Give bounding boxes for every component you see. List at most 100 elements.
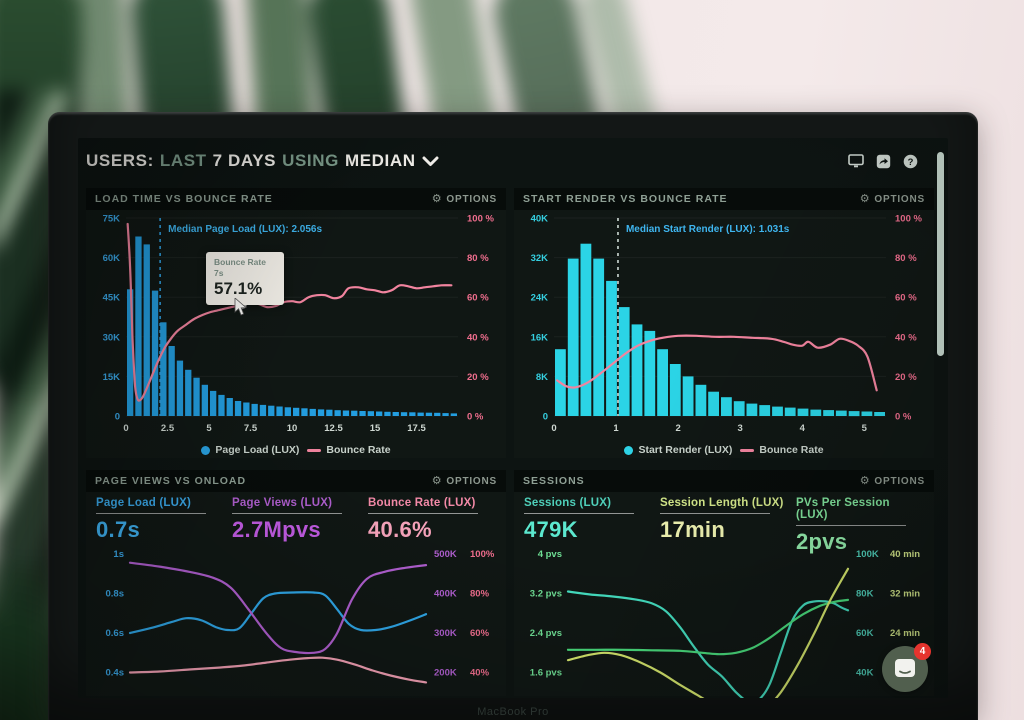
dashboard-header: USERS: LAST 7 DAYS USING MEDIAN bbox=[86, 138, 940, 184]
chart-legend: Start Render (LUX) Bounce Rate bbox=[514, 444, 934, 456]
svg-text:8K: 8K bbox=[536, 372, 548, 383]
metric-row: Page Load (LUX) 0.7s Page Views (LUX) 2.… bbox=[92, 492, 500, 550]
svg-text:45K: 45K bbox=[103, 293, 121, 304]
options-button[interactable]: ⚙ OPTIONS bbox=[859, 192, 925, 205]
metric-label: Page Load (LUX) bbox=[96, 497, 192, 509]
svg-text:5: 5 bbox=[206, 423, 212, 434]
svg-text:0 %: 0 % bbox=[895, 412, 912, 423]
svg-text:?: ? bbox=[907, 157, 913, 168]
metric-session-length: Session Length (LUX) 17min bbox=[656, 497, 792, 550]
svg-text:24K: 24K bbox=[531, 293, 549, 304]
filter-dropdown[interactable]: USERS: LAST 7 DAYS USING MEDIAN bbox=[86, 151, 439, 171]
svg-text:300K: 300K bbox=[434, 628, 457, 639]
metric-value: 2.7Mpvs bbox=[232, 517, 321, 542]
svg-text:40K: 40K bbox=[856, 668, 874, 679]
svg-text:15K: 15K bbox=[103, 372, 121, 383]
display-icon[interactable] bbox=[848, 153, 864, 169]
panel-sessions: SESSIONS ⚙ OPTIONS Sessions (LUX) 479K Se… bbox=[514, 470, 934, 698]
title-using: USING bbox=[282, 151, 339, 170]
legend-dot-swatch bbox=[624, 445, 634, 455]
tooltip-series: Bounce Rate bbox=[214, 257, 266, 267]
metric-label: Page Views (LUX) bbox=[232, 497, 333, 509]
chat-widget-button[interactable]: 4 bbox=[882, 643, 931, 692]
svg-text:Median Start Render (LUX): 1.0: Median Start Render (LUX): 1.031s bbox=[626, 224, 790, 235]
metric-bounce-rate: Bounce Rate (LUX) 40.6% bbox=[364, 497, 500, 550]
svg-text:12.5: 12.5 bbox=[324, 423, 343, 434]
legend-item-start-render[interactable]: Start Render (LUX) bbox=[624, 444, 732, 456]
svg-text:100%: 100% bbox=[470, 550, 495, 560]
scrollbar-thumb[interactable] bbox=[937, 152, 944, 356]
panel-title: PAGE VIEWS VS ONLOAD bbox=[95, 475, 247, 487]
chat-bubble-icon bbox=[895, 659, 915, 677]
title-users: USERS: bbox=[86, 151, 154, 170]
svg-text:200K: 200K bbox=[434, 668, 457, 679]
title-7days: 7 DAYS bbox=[212, 151, 277, 170]
panel-header: START RENDER VS BOUNCE RATE ⚙ OPTIONS bbox=[514, 188, 934, 210]
legend-item-bounce-rate[interactable]: Bounce Rate bbox=[740, 444, 824, 456]
metric-underline bbox=[660, 513, 770, 514]
legend-dot-swatch bbox=[201, 445, 211, 455]
sessions-line-PVs Per Session (LUX) bbox=[566, 598, 850, 656]
svg-text:80K: 80K bbox=[856, 589, 874, 600]
gear-icon: ⚙ bbox=[431, 192, 443, 205]
pageviews-line-Bounce Rate (LUX) bbox=[128, 656, 428, 684]
options-button[interactable]: ⚙ OPTIONS bbox=[431, 192, 497, 205]
svg-text:400K: 400K bbox=[434, 589, 457, 600]
sessions-line-Session Length (LUX) bbox=[566, 567, 850, 698]
svg-text:17.5: 17.5 bbox=[407, 423, 426, 434]
metric-underline bbox=[368, 513, 478, 514]
svg-text:100 %: 100 % bbox=[467, 214, 494, 225]
options-button[interactable]: ⚙ OPTIONS bbox=[859, 474, 925, 487]
svg-text:0 %: 0 % bbox=[467, 412, 484, 423]
svg-text:60 %: 60 % bbox=[895, 293, 917, 304]
start-render-chart[interactable]: 40K 100 % 32K 80 % 24K 60 % 16K 40 % 8K 20 % 0 0 % 0… bbox=[520, 210, 928, 436]
svg-text:500K: 500K bbox=[434, 550, 457, 560]
svg-text:40K: 40K bbox=[531, 214, 549, 225]
panel-body: 75K 100 % 60K 80 % 45K 60 % 30K 40 % 15K 20 % 0 0 %… bbox=[86, 210, 506, 458]
options-button[interactable]: ⚙ OPTIONS bbox=[431, 474, 497, 487]
load-time-chart[interactable]: 75K 100 % 60K 80 % 45K 60 % 30K 40 % 15K 20 % 0 0 %… bbox=[92, 210, 500, 436]
metric-page-load: Page Load (LUX) 0.7s bbox=[92, 497, 228, 550]
svg-text:75K: 75K bbox=[103, 214, 121, 225]
share-icon[interactable] bbox=[875, 153, 891, 169]
svg-text:1.6 pvs: 1.6 pvs bbox=[530, 668, 562, 679]
svg-text:7.5: 7.5 bbox=[244, 423, 258, 434]
svg-text:3: 3 bbox=[738, 423, 743, 434]
svg-text:Median Page Load (LUX): 2.056s: Median Page Load (LUX): 2.056s bbox=[168, 224, 322, 235]
load_time-bars bbox=[127, 236, 457, 416]
legend-line-swatch bbox=[740, 448, 755, 452]
panel-header: PAGE VIEWS VS ONLOAD ⚙ OPTIONS bbox=[86, 470, 506, 492]
tooltip-value: 57.1% bbox=[214, 279, 263, 298]
svg-text:20 %: 20 % bbox=[467, 372, 489, 383]
legend-item-page-load[interactable]: Page Load (LUX) bbox=[201, 444, 299, 456]
start_render-bars bbox=[555, 243, 885, 417]
panel-title: LOAD TIME VS BOUNCE RATE bbox=[95, 193, 273, 205]
gear-icon: ⚙ bbox=[431, 474, 443, 487]
chart-legend: Page Load (LUX) Bounce Rate bbox=[86, 444, 506, 456]
svg-text:40 %: 40 % bbox=[467, 332, 489, 343]
svg-text:1: 1 bbox=[613, 423, 619, 434]
svg-text:80 %: 80 % bbox=[467, 253, 489, 264]
pageviews-line-Page Load (LUX) bbox=[128, 591, 428, 635]
svg-text:2: 2 bbox=[675, 423, 680, 434]
svg-text:60%: 60% bbox=[470, 628, 490, 639]
legend-item-bounce-rate[interactable]: Bounce Rate bbox=[307, 444, 391, 456]
laptop-brand-label: MacBook Pro bbox=[477, 706, 549, 718]
svg-text:0: 0 bbox=[543, 412, 548, 423]
svg-text:40 min: 40 min bbox=[890, 550, 920, 560]
metric-sessions: Sessions (LUX) 479K bbox=[520, 497, 656, 550]
svg-text:80 %: 80 % bbox=[895, 253, 917, 264]
sessions-chart[interactable]: 4 pvs 3.2 pvs 2.4 pvs 1.6 pvs 100K 80K 60K 40K 4… bbox=[520, 550, 928, 698]
legend-line-swatch bbox=[307, 448, 322, 452]
page-views-chart[interactable]: 1s 0.8s 0.6s 0.4s 500K 400K 300K 200K 100% 80% 60%… bbox=[92, 550, 500, 698]
metric-underline bbox=[232, 513, 342, 514]
help-icon[interactable]: ? bbox=[902, 153, 918, 169]
svg-text:10: 10 bbox=[287, 423, 298, 434]
metric-page-views: Page Views (LUX) 2.7Mpvs bbox=[228, 497, 364, 550]
metric-pvs-per-session: PVs Per Session (LUX) 2pvs bbox=[792, 497, 928, 554]
svg-text:60K: 60K bbox=[856, 628, 874, 639]
panel-title: START RENDER VS BOUNCE RATE bbox=[523, 193, 728, 205]
tooltip-x-value: 7s bbox=[214, 268, 224, 278]
title-median: MEDIAN bbox=[344, 151, 416, 170]
